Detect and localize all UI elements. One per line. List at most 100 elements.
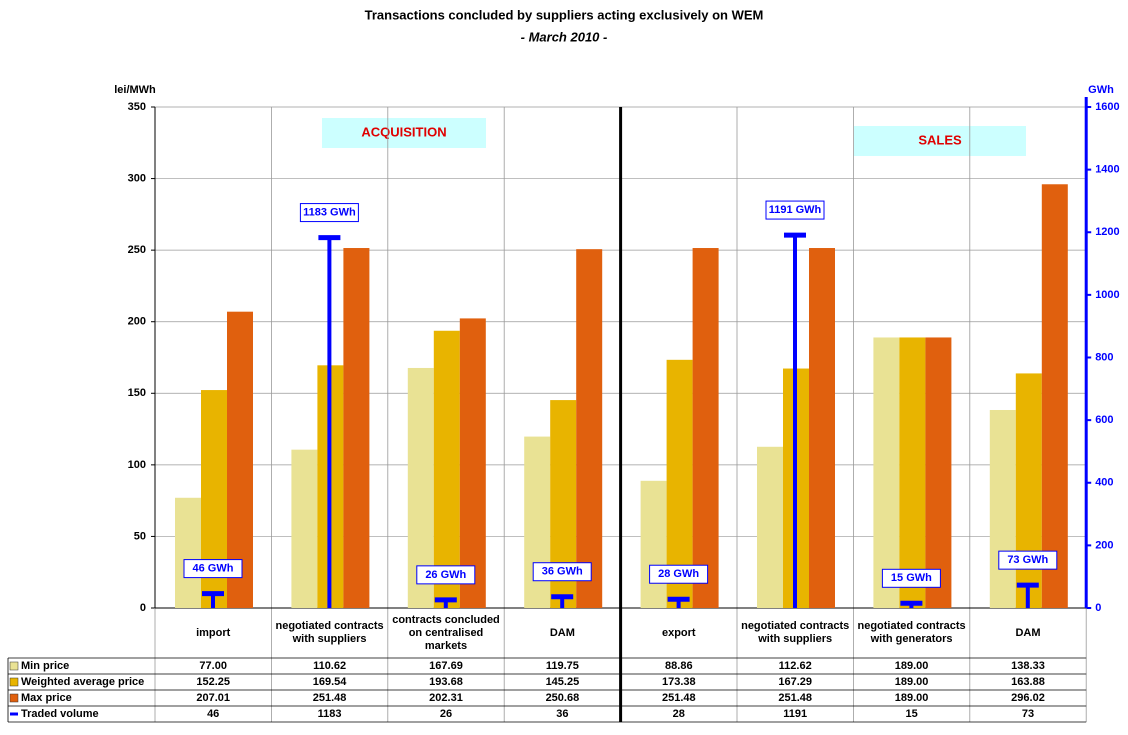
x-tick-label-box: negotiated contracts with generators [857,620,966,645]
y2-axis-title: GWh [1088,84,1114,96]
data-label: 36 GWh [542,566,583,578]
y2-tick-label: 400 [1095,477,1113,489]
x-tick-label-box: import [196,626,231,639]
table-cell: 167.69 [429,660,463,672]
table-cell: 1183 [318,708,342,720]
bar [925,337,952,608]
table-cell: 110.62 [313,660,346,672]
y-tick-label: 50 [134,530,146,542]
x-tick-label-box: DAM [550,627,575,639]
table-cell: 251.48 [662,692,696,704]
bar [873,337,900,608]
data-label-box [881,568,941,588]
x-tick-label: negotiated contracts with generators [857,620,966,645]
data-label: 28 GWh [658,568,699,580]
bar [291,449,318,608]
y2-tick-label: 0 [1095,602,1101,614]
table-cell: 112.62 [779,660,812,672]
annotation-box [322,118,486,148]
bar [989,409,1016,608]
data-label: 46 GWh [193,563,234,575]
table-cell: 26 [440,708,452,720]
table-cell: 193.68 [429,676,463,688]
legend-label: Traded volume [21,708,99,720]
table-cell: 1191 [783,708,807,720]
table-cell: 173.38 [662,676,696,688]
table-cell: 28 [673,708,685,720]
y-axis-title: lei/MWh [114,84,156,96]
x-tick-label-box: negotiated contracts with suppliers [741,620,850,645]
chart-title: Transactions concluded by suppliers acti… [365,7,764,22]
legend-key [9,677,19,687]
table-cell: 88.86 [665,660,693,672]
table-cell: 77.00 [199,660,227,672]
bar [175,497,201,608]
y-tick-label: 0 [140,602,146,614]
bar [640,480,667,608]
data-label: 1183 GWh [303,206,356,218]
data-label: 1191 GWh [769,204,822,216]
table-cell: 296.02 [1011,692,1045,704]
table-cell: 251.48 [313,692,347,704]
bar [809,248,835,608]
table-cell: 73 [1022,708,1034,720]
bar [1041,184,1068,609]
bar [524,436,551,608]
y2-tick-label: 1400 [1095,164,1119,176]
data-label-box [183,559,243,579]
table-cell: 189.00 [895,692,929,704]
x-tick-label-box: negotiated contracts with suppliers [275,620,384,645]
x-tick-label: export [661,626,696,639]
data-label-box [299,203,359,223]
table-cell: 167.29 [778,676,812,688]
bar [343,248,370,608]
annotation: ACQUISITION [361,124,446,139]
x-tick-label: contracts concluded on centralised marke… [392,613,500,652]
bar [433,330,460,608]
legend-key [9,661,19,671]
x-tick-label: negotiated contracts with suppliers [275,620,384,645]
table-cell: 189.00 [895,660,929,672]
table-cell: 202.31 [429,692,463,704]
table-cell: 119.75 [546,660,579,672]
x-tick-label: negotiated contracts with suppliers [741,620,850,645]
data-label: 26 GWh [425,569,466,581]
y2-tick-label: 1600 [1095,101,1119,113]
table-cell: 207.01 [196,692,230,704]
legend-label: Min price [21,660,69,672]
table-cell: 163.88 [1011,676,1045,688]
y2-tick-label: 1200 [1095,226,1119,238]
table-cell: 145.25 [546,676,580,688]
annotation: SALES [918,132,962,147]
legend-key [9,693,19,703]
table-cell: 250.68 [546,692,580,704]
legend-label: Weighted average price [21,676,144,688]
annotation-box [854,126,1026,156]
table-cell: 138.33 [1011,660,1045,672]
x-tick-label: import [196,626,231,639]
data-label-box [416,565,476,585]
table-cell: 46 [207,708,219,720]
y-tick-label: 100 [128,459,146,471]
table-cell: 36 [556,708,568,720]
y2-tick-label: 1000 [1095,289,1119,301]
bar [459,318,486,608]
table-cell: 169.54 [313,676,348,688]
data-label-box [532,562,592,582]
x-tick-label-box: contracts concluded on centralised marke… [392,613,500,652]
legend-label: Max price [21,692,72,704]
y2-tick-label: 600 [1095,414,1113,426]
data-label: 73 GWh [1007,554,1048,566]
bar [576,249,603,608]
y-tick-label: 200 [128,316,146,328]
y-tick-label: 300 [128,172,146,184]
table-cell: 251.48 [778,692,812,704]
bar [227,311,253,608]
x-tick-label-box: export [661,626,696,639]
y2-tick-label: 200 [1095,539,1113,551]
data-label-box [998,550,1058,570]
bar [899,337,926,608]
data-label-box [649,564,709,584]
y2-tick-label: 800 [1095,351,1113,363]
